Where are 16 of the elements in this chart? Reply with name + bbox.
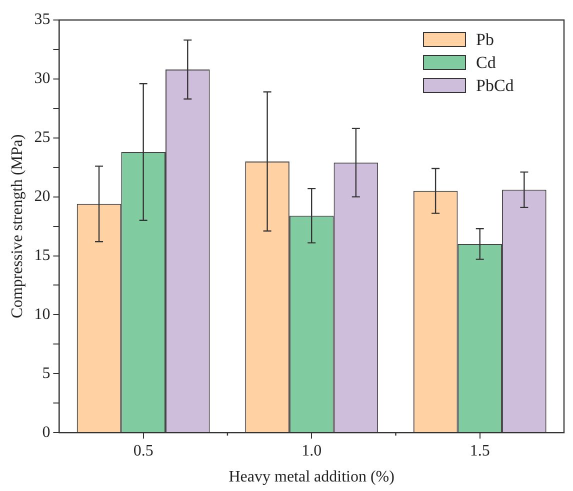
y-tick-label: 10 (34, 306, 50, 323)
y-tick-label: 20 (34, 188, 50, 206)
legend-label: PbCd (476, 76, 514, 96)
y-tick-label: 35 (34, 11, 50, 28)
legend-label: Pb (476, 30, 494, 50)
y-tick-label: 15 (34, 246, 50, 264)
x-tick-label: 1.5 (470, 442, 490, 460)
y-tick-label: 5 (42, 364, 50, 382)
legend-label: Cd (476, 52, 496, 72)
y-tick-label: 30 (34, 70, 50, 88)
y-tick-label: 25 (34, 129, 50, 146)
x-axis-title: Heavy metal addition (%) (228, 468, 394, 486)
y-axis-title: Compressive strength (MPa) (8, 134, 26, 318)
y-tick-label: 0 (42, 424, 50, 441)
x-tick-label: 0.5 (133, 442, 154, 460)
x-tick-label: 1.0 (302, 442, 322, 460)
